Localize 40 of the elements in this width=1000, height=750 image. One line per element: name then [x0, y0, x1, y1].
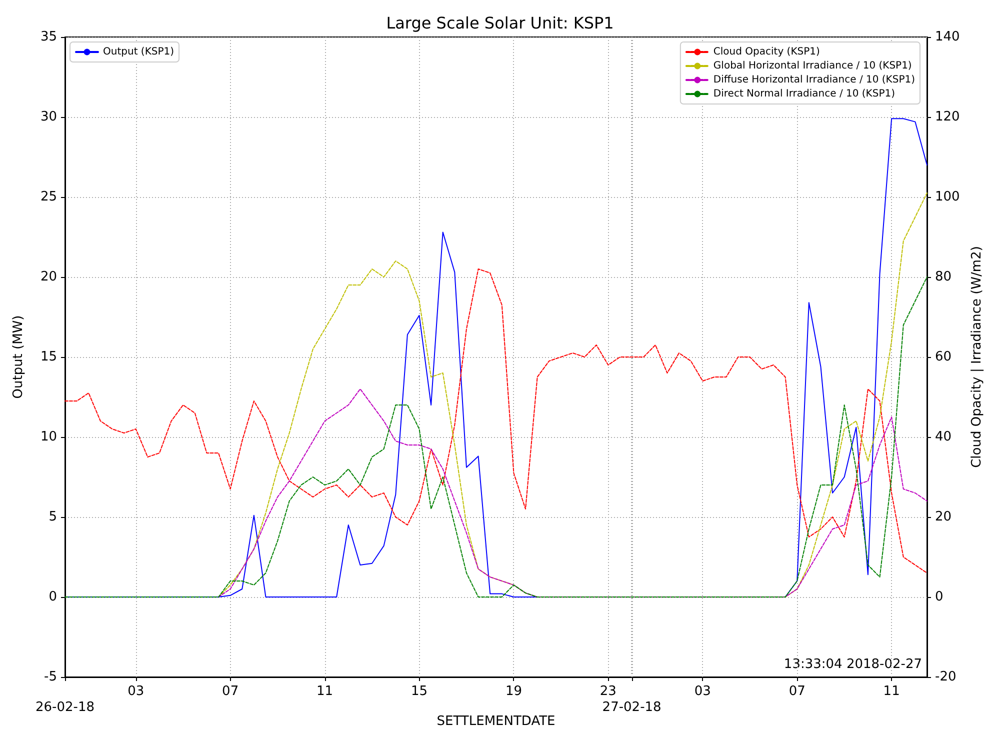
y-tick-label: 15 — [40, 350, 57, 364]
legend-label: Global Horizontal Irradiance / 10 (KSP1) — [713, 60, 912, 72]
x-tick-label: 03 — [128, 684, 144, 699]
y2-tick-label: 0 — [935, 590, 944, 604]
legend-label: Diffuse Horizontal Irradiance / 10 (KSP1) — [713, 74, 916, 86]
y-tick-label: 10 — [40, 430, 57, 444]
annotation: 13:33:04 2018-02-27 — [784, 657, 922, 672]
y-tick-label: 5 — [48, 510, 57, 524]
y2-tick-label: 40 — [935, 430, 952, 444]
y-tick-label: 35 — [40, 30, 57, 44]
y-axis-title: Output (MW) — [11, 315, 26, 399]
x-tick-label: 07 — [222, 684, 239, 699]
text: 27-02-18 — [602, 700, 662, 715]
y-tick-label: 25 — [40, 190, 57, 204]
y2-axis-title: Cloud Opacity | Irradiance (W/m2) — [970, 246, 985, 468]
x-tick-label: 19 — [505, 684, 522, 699]
chart-title: Large Scale Solar Unit: KSP1 — [386, 14, 614, 32]
y2-tick-label: 20 — [935, 510, 952, 524]
y2-tick-label: 120 — [935, 110, 960, 124]
x-tick-label: 23 — [600, 684, 616, 699]
y2-tick-label: 100 — [935, 190, 960, 204]
x-tick-label: 11 — [883, 684, 900, 699]
y2-tick-label: 60 — [935, 350, 952, 364]
x-tick-label: 11 — [316, 684, 334, 699]
y-tick-label: 20 — [40, 270, 57, 284]
legend-label: Output (KSP1) — [103, 46, 174, 58]
y-tick-label: 30 — [40, 110, 57, 124]
x-tick-label: 15 — [410, 684, 428, 699]
y-tick-label: -5 — [44, 670, 57, 684]
y2-tick-label: 80 — [935, 270, 952, 284]
y2-tick-label: -20 — [935, 670, 956, 684]
legend-label: Cloud Opacity (KSP1) — [713, 46, 820, 58]
text: 26-02-18 — [35, 700, 95, 715]
line-series — [218, 388, 928, 598]
x-axis-title: SETTLEMENTDATE — [436, 714, 556, 729]
y-tick-label: 0 — [48, 590, 57, 604]
y2-tick-label: 140 — [935, 30, 960, 44]
legend-label: Direct Normal Irradiance / 10 (KSP1) — [713, 88, 896, 100]
x-tick-label: 07 — [788, 684, 806, 699]
x-tick-label: 03 — [694, 684, 711, 699]
